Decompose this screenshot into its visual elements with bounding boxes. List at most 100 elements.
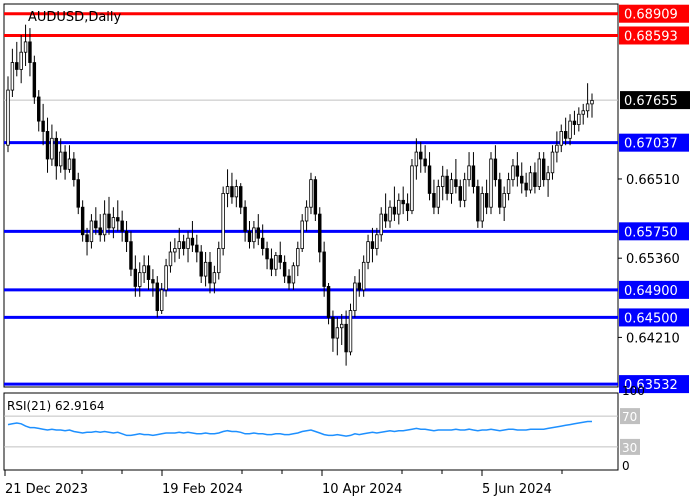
candle [296,241,300,277]
candle-body-up [67,158,72,170]
candle-body-down [208,261,212,284]
level-lines [4,12,618,386]
candle-body-down [181,241,186,249]
candle-body-up [309,179,313,208]
candle-body-up [50,137,54,160]
candle [515,152,520,187]
candle [287,269,291,290]
candle [256,214,261,246]
candle-body-down [405,203,410,212]
candle [186,231,190,263]
candle-body-down [41,120,45,132]
price-tick-label: 0.64210 [626,331,680,346]
candle-body-down [256,227,261,239]
candle-body-down [318,213,322,253]
candle-body-up [436,186,441,208]
candle-body-up [397,199,401,215]
candle [260,224,265,256]
candle-body-down [94,220,98,229]
candle [344,310,348,366]
price-axis: 0.66510 0.65360 0.64210 0.67655 0.68909 0.685… [618,4,690,473]
level-label: 0.64900 [624,284,678,299]
level-label: 0.64500 [624,311,678,326]
candle [10,48,15,97]
current-price-label: 0.67655 [624,94,678,109]
candle-body-up [23,41,28,53]
price-panel-frame [3,3,619,388]
candle-body-down [383,213,388,222]
candle-body-down [45,131,50,160]
candle-body-up [581,110,585,115]
rsi-panel-frame [3,392,619,471]
candle [212,265,217,294]
candle-body-down [357,282,361,291]
candle [164,258,168,297]
candle-body-up [537,158,542,187]
candle-body-down [541,158,546,181]
candle-body-down [458,186,462,201]
candle-body-up [159,289,164,311]
rsi-tick-label: 100 [622,384,645,398]
candle-body-up [502,193,506,208]
candle [511,158,515,187]
candle [471,152,476,194]
candle-body-down [80,206,85,236]
candle [506,172,511,201]
candle-body-down [190,237,195,246]
candle-body-up [177,241,181,249]
candle-body-up [164,265,168,291]
candle-body-up [440,175,445,187]
candle [217,241,221,280]
candle [265,241,269,270]
time-tick-label: 5 Jun 2024 [482,482,552,497]
candle [318,207,322,263]
candle [445,169,449,201]
candle-body-down [151,279,155,284]
candle-body-up [234,186,239,198]
candle-body-up [138,272,142,287]
candle-body-up [366,241,370,263]
level-badge-support [619,133,689,152]
candle [208,251,212,294]
candle-body-down [326,286,331,318]
candle-body-down [124,230,129,243]
candle-body-down [195,244,199,253]
candle [546,165,550,197]
price-tick-label: 0.65360 [626,252,680,267]
candle [449,172,454,204]
candle [6,76,10,153]
candle [524,172,528,197]
candle-body-down [427,165,432,194]
candle [366,234,370,270]
rsi-level-badge [620,438,640,455]
candle-body-down [520,175,524,184]
candle-body-up [111,217,116,229]
candle [274,251,278,277]
candle-body-down [72,158,76,181]
candle [155,276,160,318]
rsi-title: RSI(21) 62.9164 [7,399,105,413]
candle-body-up [142,265,146,274]
candle-body-down [15,62,19,70]
candle-body-down [331,317,335,339]
candle [102,200,107,242]
time-tick-label: 21 Dec 2023 [5,482,88,497]
candle [89,214,94,249]
candle-body-up [489,158,493,208]
candle [541,152,546,187]
candle-body-up [480,193,484,222]
candle [577,107,581,132]
candle-body-up [462,179,467,201]
candle [173,238,177,263]
candle [528,165,533,194]
candle-body-down [493,158,498,181]
candle [313,176,318,221]
candle-body-up [221,193,225,249]
candle [414,138,419,180]
candle [120,210,124,242]
candle-body-up [361,261,366,291]
candle-body-down [370,241,375,249]
candle [181,234,186,256]
candle-body-down [120,220,124,232]
candle [383,193,388,228]
